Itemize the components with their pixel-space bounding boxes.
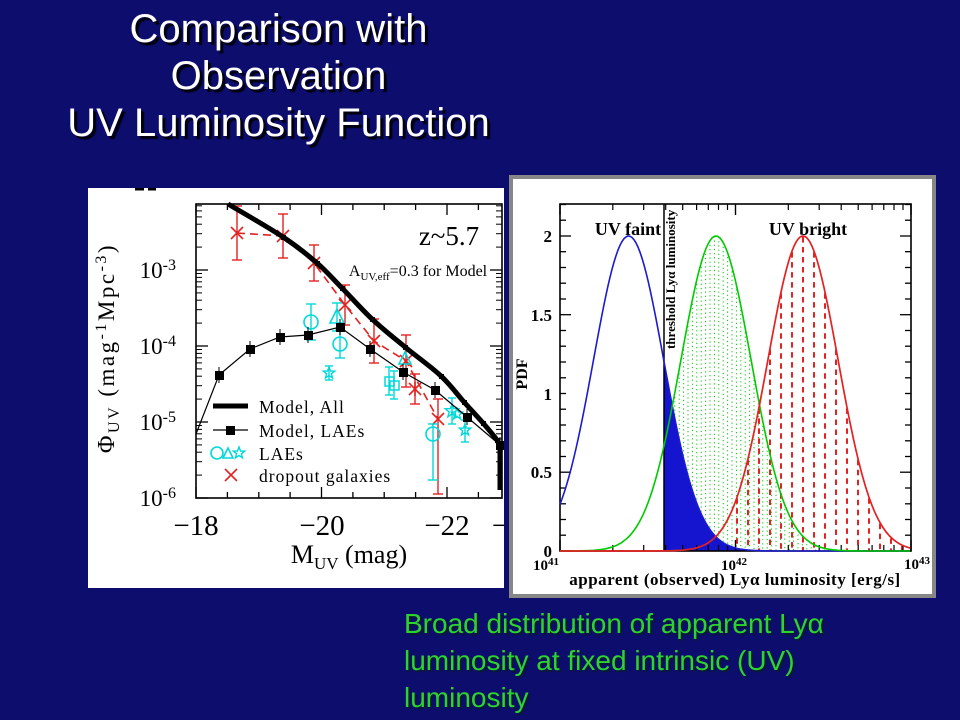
svg-text:1.5: 1.5 [531,306,552,325]
svg-text:dropout galaxies: dropout galaxies [259,466,391,486]
svg-text:0: 0 [544,542,553,561]
svg-text:AUV,eff=0.3 for Model: AUV,eff=0.3 for Model [349,263,488,283]
svg-text:10-3: 10-3 [140,257,176,283]
svg-text:−20: −20 [299,510,344,542]
svg-text:UV bright: UV bright [769,219,847,239]
svg-text:z~5.7: z~5.7 [419,221,479,251]
svg-text:−18: −18 [173,510,218,542]
svg-text:−22: −22 [424,510,469,542]
svg-text:−: − [492,510,504,542]
svg-text:1041: 1041 [533,556,559,574]
svg-text:Model, LAEs: Model, LAEs [259,421,365,441]
svg-text:apparent (observed) Lyα lumino: apparent (observed) Lyα luminosity [erg/… [569,570,900,589]
svg-text:threshold Lyα luminosity: threshold Lyα luminosity [663,209,678,349]
svg-text:LAEs: LAEs [259,444,304,464]
svg-text:Model, All: Model, All [259,397,345,417]
svg-text:UV faint: UV faint [595,219,661,239]
svg-text:1: 1 [544,385,553,404]
svg-text:2: 2 [544,227,553,246]
svg-text:0.5: 0.5 [531,463,552,482]
svg-text:MUV (mag): MUV (mag) [291,540,407,573]
svg-text:PDF: PDF [514,358,531,389]
svg-text:ΦUV (mag-1Mpc-3): ΦUV (mag-1Mpc-3) [93,243,123,453]
svg-text:10-4: 10-4 [140,333,176,359]
svg-text:10-5: 10-5 [140,409,176,435]
svg-text:1043: 1043 [904,555,931,573]
svg-text:10-6: 10-6 [140,485,176,511]
